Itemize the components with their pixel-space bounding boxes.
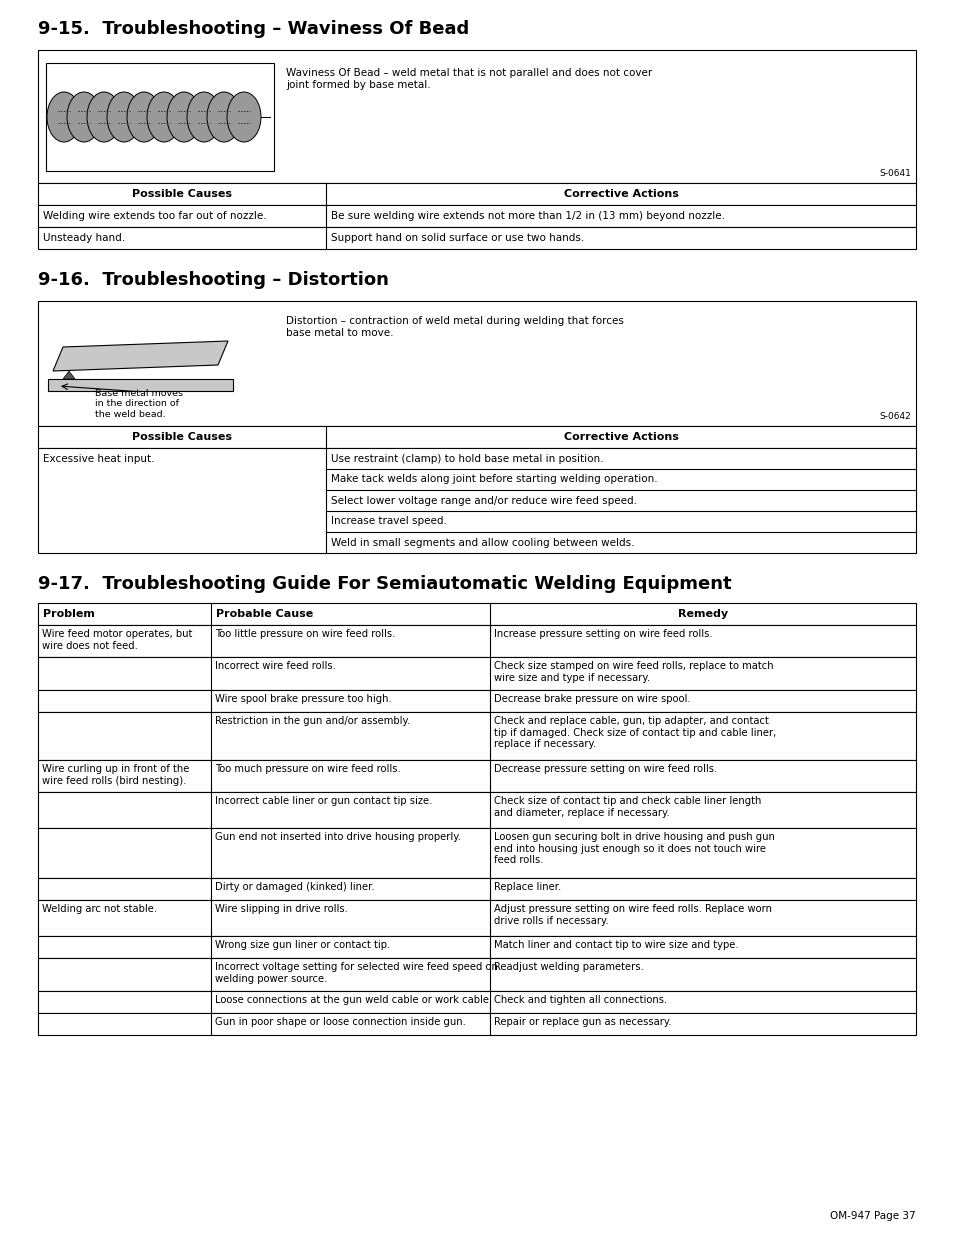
Bar (38, 827, 915, 878)
Ellipse shape (67, 91, 101, 142)
Text: Use restraint (clamp) to hold base metal in position.: Use restraint (clamp) to hold base metal… (331, 453, 603, 463)
Text: Match liner and contact tip to wire size and type.: Match liner and contact tip to wire size… (494, 940, 738, 950)
Bar (38, 625, 915, 657)
Bar (38, 1013, 915, 1035)
Text: Gun end not inserted into drive housing properly.: Gun end not inserted into drive housing … (214, 832, 460, 842)
Text: Repair or replace gun as necessary.: Repair or replace gun as necessary. (494, 1016, 671, 1028)
Polygon shape (48, 379, 233, 391)
Bar (38, 690, 915, 713)
Text: Check and replace cable, gun, tip adapter, and contact
tip if damaged. Check siz: Check and replace cable, gun, tip adapte… (494, 716, 776, 750)
Ellipse shape (87, 91, 121, 142)
Bar (38, 426, 915, 448)
Text: Wire feed motor operates, but
wire does not feed.: Wire feed motor operates, but wire does … (42, 629, 193, 651)
Ellipse shape (147, 91, 181, 142)
Ellipse shape (127, 91, 161, 142)
Text: Wire slipping in drive rolls.: Wire slipping in drive rolls. (214, 904, 348, 914)
Text: S-0642: S-0642 (879, 412, 910, 421)
Text: Adjust pressure setting on wire feed rolls. Replace worn
drive rolls if necessar: Adjust pressure setting on wire feed rol… (494, 904, 771, 925)
Text: Wrong size gun liner or contact tip.: Wrong size gun liner or contact tip. (214, 940, 390, 950)
Text: Unsteady hand.: Unsteady hand. (43, 233, 125, 243)
Ellipse shape (167, 91, 201, 142)
Text: Waviness Of Bead – weld metal that is not parallel and does not cover
joint form: Waviness Of Bead – weld metal that is no… (286, 68, 652, 90)
Text: Be sure welding wire extends not more than 1/2 in (13 mm) beyond nozzle.: Be sure welding wire extends not more th… (331, 211, 724, 221)
Ellipse shape (227, 91, 261, 142)
Text: Incorrect cable liner or gun contact tip size.: Incorrect cable liner or gun contact tip… (214, 797, 432, 806)
Text: Possible Causes: Possible Causes (132, 432, 232, 442)
Text: Decrease pressure setting on wire feed rolls.: Decrease pressure setting on wire feed r… (494, 764, 717, 774)
Text: Wire spool brake pressure too high.: Wire spool brake pressure too high. (214, 694, 392, 704)
Text: Loose connections at the gun weld cable or work cable.: Loose connections at the gun weld cable … (214, 995, 492, 1005)
Text: OM-947 Page 37: OM-947 Page 37 (829, 1212, 915, 1221)
Text: Loosen gun securing bolt in drive housing and push gun
end into housing just eno: Loosen gun securing bolt in drive housin… (494, 832, 774, 866)
Bar (38, 227, 915, 249)
Bar (38, 713, 915, 760)
Text: Check size stamped on wire feed rolls, replace to match
wire size and type if ne: Check size stamped on wire feed rolls, r… (494, 661, 773, 683)
Bar (46, 63, 274, 170)
Bar (38, 900, 915, 936)
Text: Base metal moves
in the direction of
the weld bead.: Base metal moves in the direction of the… (95, 389, 183, 419)
Polygon shape (63, 370, 75, 379)
Text: Welding arc not stable.: Welding arc not stable. (42, 904, 157, 914)
Text: Make tack welds along joint before starting welding operation.: Make tack welds along joint before start… (331, 474, 657, 484)
Bar (38, 603, 915, 625)
Ellipse shape (107, 91, 141, 142)
Text: Corrective Actions: Corrective Actions (563, 432, 678, 442)
Text: S-0641: S-0641 (879, 169, 910, 178)
Text: Check and tighten all connections.: Check and tighten all connections. (494, 995, 667, 1005)
Text: Corrective Actions: Corrective Actions (563, 189, 678, 199)
Ellipse shape (47, 91, 81, 142)
Text: Too much pressure on wire feed rolls.: Too much pressure on wire feed rolls. (214, 764, 400, 774)
Text: Too little pressure on wire feed rolls.: Too little pressure on wire feed rolls. (214, 629, 395, 638)
Text: Increase travel speed.: Increase travel speed. (331, 516, 446, 526)
Text: Remedy: Remedy (678, 609, 727, 619)
Text: Incorrect voltage setting for selected wire feed speed on
welding power source.: Incorrect voltage setting for selected w… (214, 962, 497, 983)
Text: Weld in small segments and allow cooling between welds.: Weld in small segments and allow cooling… (331, 537, 634, 547)
Text: 9-16.  Troubleshooting – Distortion: 9-16. Troubleshooting – Distortion (38, 270, 389, 289)
Text: Readjust welding parameters.: Readjust welding parameters. (494, 962, 643, 972)
Text: 9-17.  Troubleshooting Guide For Semiautomatic Welding Equipment: 9-17. Troubleshooting Guide For Semiauto… (38, 576, 731, 593)
Bar (38, 760, 915, 792)
Bar (38, 183, 915, 205)
Text: Dirty or damaged (kinked) liner.: Dirty or damaged (kinked) liner. (214, 882, 375, 892)
Bar (38, 958, 915, 990)
Text: Welding wire extends too far out of nozzle.: Welding wire extends too far out of nozz… (43, 211, 266, 221)
Polygon shape (53, 341, 228, 370)
Text: Select lower voltage range and/or reduce wire feed speed.: Select lower voltage range and/or reduce… (331, 495, 637, 505)
Text: Excessive heat input.: Excessive heat input. (43, 453, 154, 463)
Bar (38, 301, 915, 426)
Text: 9-15.  Troubleshooting – Waviness Of Bead: 9-15. Troubleshooting – Waviness Of Bead (38, 20, 469, 38)
Ellipse shape (187, 91, 221, 142)
Text: Replace liner.: Replace liner. (494, 882, 560, 892)
Bar (38, 205, 915, 227)
Text: Probable Cause: Probable Cause (215, 609, 313, 619)
Text: Possible Causes: Possible Causes (132, 189, 232, 199)
Text: Check size of contact tip and check cable liner length
and diameter, replace if : Check size of contact tip and check cabl… (494, 797, 760, 818)
Text: Increase pressure setting on wire feed rolls.: Increase pressure setting on wire feed r… (494, 629, 712, 638)
Text: Distortion – contraction of weld metal during welding that forces
base metal to : Distortion – contraction of weld metal d… (286, 316, 623, 337)
Bar (38, 990, 915, 1013)
Bar (38, 49, 915, 183)
Text: Problem: Problem (43, 609, 94, 619)
Text: Decrease brake pressure on wire spool.: Decrease brake pressure on wire spool. (494, 694, 690, 704)
Ellipse shape (207, 91, 241, 142)
Bar (38, 878, 915, 900)
Text: Wire curling up in front of the
wire feed rolls (bird nesting).: Wire curling up in front of the wire fee… (42, 764, 190, 785)
Bar (38, 448, 915, 553)
Bar (38, 792, 915, 827)
Text: Support hand on solid surface or use two hands.: Support hand on solid surface or use two… (331, 233, 583, 243)
Text: Gun in poor shape or loose connection inside gun.: Gun in poor shape or loose connection in… (214, 1016, 465, 1028)
Bar (38, 936, 915, 958)
Text: Restriction in the gun and/or assembly.: Restriction in the gun and/or assembly. (214, 716, 410, 726)
Text: Incorrect wire feed rolls.: Incorrect wire feed rolls. (214, 661, 335, 671)
Bar (38, 657, 915, 690)
